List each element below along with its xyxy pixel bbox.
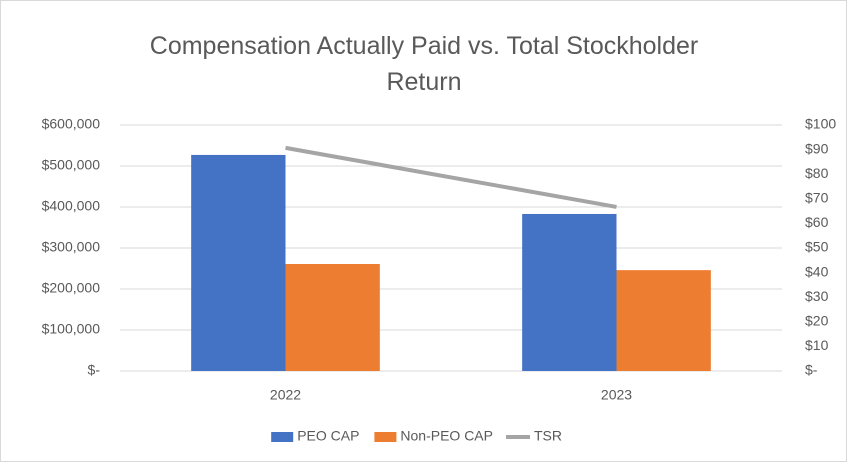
y2-tick-label: $50 [805, 239, 829, 255]
y2-tick-label: $70 [805, 190, 829, 206]
legend-swatch [271, 432, 294, 442]
x-tick-label: 2023 [601, 387, 632, 403]
legend-swatch [374, 432, 397, 442]
y2-tick-label: $40 [805, 263, 829, 279]
legend-label: TSR [534, 428, 562, 444]
y2-tick-label: $10 [805, 337, 829, 353]
y-tick-label: $- [88, 362, 101, 378]
y2-tick-label: $30 [805, 288, 829, 304]
bar [522, 213, 617, 371]
y2-tick-label: $90 [805, 140, 829, 156]
chart-title: Compensation Actually Paid vs. Total Sto… [149, 32, 699, 96]
y-tick-label: $200,000 [42, 280, 101, 296]
y-tick-label: $500,000 [42, 157, 101, 173]
y-tick-label: $600,000 [42, 116, 101, 132]
bar [285, 263, 380, 371]
y-tick-label: $100,000 [42, 321, 101, 337]
legend-label: PEO CAP [297, 428, 359, 444]
y2-tick-label: $100 [805, 116, 836, 132]
y2-tick-label: $60 [805, 214, 829, 230]
y2-tick-label: $- [805, 362, 818, 378]
y2-tick-label: $80 [805, 165, 829, 181]
bar [191, 154, 286, 371]
y2-tick-label: $20 [805, 313, 829, 329]
line [285, 145, 617, 209]
y-tick-label: $300,000 [42, 239, 101, 255]
bar [616, 270, 711, 371]
y-tick-label: $400,000 [42, 198, 101, 214]
x-tick-label: 2022 [270, 387, 301, 403]
legend-label: Non-PEO CAP [400, 428, 493, 444]
